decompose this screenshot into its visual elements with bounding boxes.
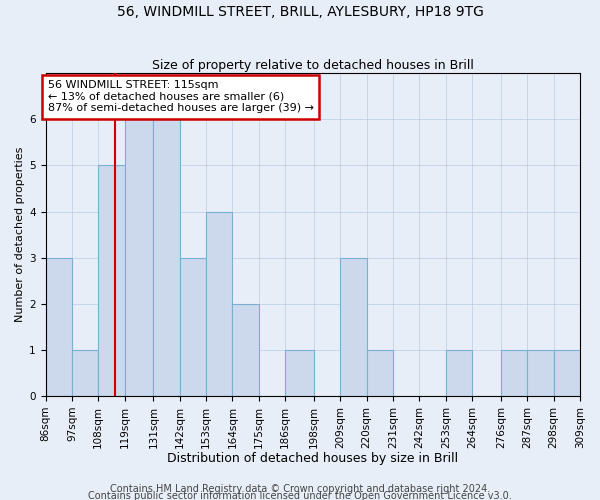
Bar (367, 350, 393, 396)
Bar (206, 212, 232, 396)
Bar (98, 166, 125, 396)
Bar (554, 350, 580, 396)
Bar (527, 350, 554, 396)
Bar (501, 350, 527, 396)
X-axis label: Distribution of detached houses by size in Brill: Distribution of detached houses by size … (167, 452, 458, 465)
Text: 56 WINDMILL STREET: 115sqm
← 13% of detached houses are smaller (6)
87% of semi-: 56 WINDMILL STREET: 115sqm ← 13% of deta… (48, 80, 314, 114)
Text: Contains public sector information licensed under the Open Government Licence v3: Contains public sector information licen… (88, 491, 512, 500)
Text: Contains HM Land Registry data © Crown copyright and database right 2024.: Contains HM Land Registry data © Crown c… (110, 484, 490, 494)
Text: 56, WINDMILL STREET, BRILL, AYLESBURY, HP18 9TG: 56, WINDMILL STREET, BRILL, AYLESBURY, H… (116, 5, 484, 19)
Y-axis label: Number of detached properties: Number of detached properties (15, 147, 25, 322)
Bar (46, 258, 72, 396)
Bar (285, 350, 314, 396)
Bar (180, 258, 206, 396)
Title: Size of property relative to detached houses in Brill: Size of property relative to detached ho… (152, 59, 473, 72)
Bar (72, 350, 98, 396)
Bar (125, 120, 154, 396)
Bar (232, 304, 259, 396)
Bar (446, 350, 472, 396)
Bar (154, 120, 180, 396)
Bar (340, 258, 367, 396)
